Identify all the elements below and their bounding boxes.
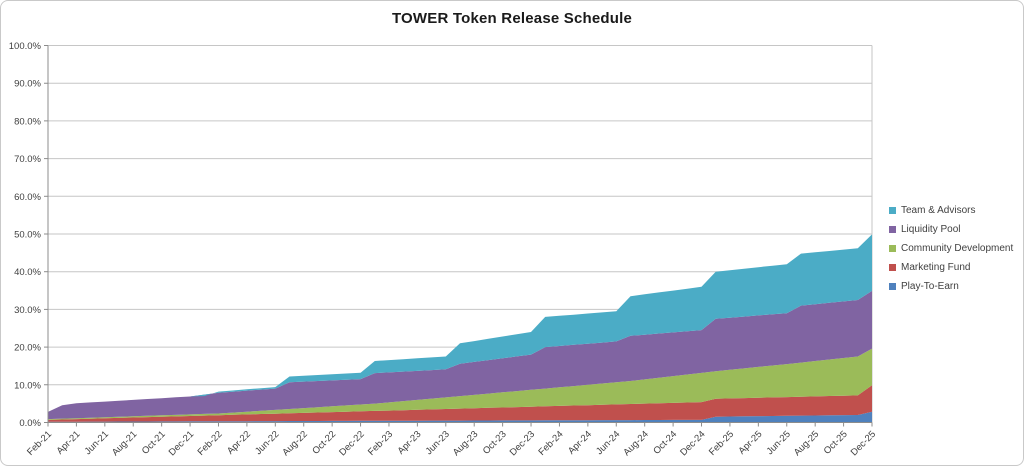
area-band-team-advisors[interactable] (48, 234, 872, 412)
y-tick-label: 20.0% (14, 343, 41, 354)
x-tick-label: Apr-24 (566, 429, 594, 457)
x-tick-label: Oct-22 (310, 429, 338, 457)
legend-label: Community Development (901, 243, 1014, 254)
x-tick-label: Dec-22 (337, 429, 366, 458)
x-tick-label: Jun-21 (83, 429, 111, 457)
x-tick-label: Feb-25 (707, 429, 736, 458)
x-tick-label: Oct-21 (140, 429, 168, 457)
x-tick-label: Jun-25 (765, 429, 793, 457)
y-tick-label: 0.0% (19, 418, 41, 429)
x-tick-label: Dec-21 (167, 429, 196, 458)
x-tick-label: Feb-24 (537, 429, 566, 458)
x-tick-label: Apr-22 (225, 429, 253, 457)
legend-item-liquidity-pool[interactable]: Liquidity Pool (889, 224, 1013, 235)
y-tick-label: 40.0% (14, 267, 41, 278)
x-tick-label: Feb-21 (25, 429, 54, 458)
x-tick-label: Dec-23 (508, 429, 537, 458)
y-tick-label: 100.0% (9, 41, 42, 52)
x-tick-label: Aug-22 (280, 429, 309, 458)
chart-legend: Team & Advisors Liquidity Pool Community… (889, 205, 1013, 292)
x-tick-label: Apr-21 (55, 429, 83, 457)
x-tick-label: Feb-23 (366, 429, 395, 458)
x-tick-label: Oct-23 (481, 429, 509, 457)
legend-swatch-team-advisors (889, 207, 896, 214)
legend-label: Marketing Fund (901, 262, 971, 273)
x-tick-label: Aug-23 (451, 429, 480, 458)
legend-item-community-development[interactable]: Community Development (889, 243, 1013, 254)
legend-item-team-advisors[interactable]: Team & Advisors (889, 205, 1013, 216)
area-band-liquidity-pool[interactable] (48, 290, 872, 420)
x-tick-label: Aug-21 (110, 429, 139, 458)
area-band-marketing-fund[interactable] (48, 385, 872, 422)
y-tick-label: 80.0% (14, 116, 41, 127)
y-tick-label: 60.0% (14, 192, 41, 203)
x-tick-label: Jun-23 (424, 429, 452, 457)
legend-label: Liquidity Pool (901, 224, 961, 235)
x-tick-label: Oct-25 (822, 429, 850, 457)
y-tick-label: 50.0% (14, 230, 41, 241)
legend-swatch-community-development (889, 245, 896, 252)
legend-swatch-marketing-fund (889, 264, 896, 271)
x-tick-label: Jun-22 (253, 429, 281, 457)
x-tick-label: Feb-22 (196, 429, 225, 458)
chart-title: TOWER Token Release Schedule (391, 10, 633, 27)
legend-item-marketing-fund[interactable]: Marketing Fund (889, 262, 1013, 273)
x-tick-label: Jun-24 (594, 429, 622, 457)
x-tick-label: Aug-24 (621, 429, 650, 458)
y-tick-label: 10.0% (14, 380, 41, 391)
area-band-play-to-earn[interactable] (48, 411, 872, 423)
y-tick-label: 30.0% (14, 305, 41, 316)
legend-swatch-liquidity-pool (889, 226, 896, 233)
x-tick-label: Apr-23 (396, 429, 424, 457)
area-band-community-development[interactable] (48, 348, 872, 420)
y-tick-label: 90.0% (14, 79, 41, 90)
y-tick-label: 70.0% (14, 154, 41, 165)
x-tick-label: Dec-25 (849, 429, 878, 458)
x-tick-label: Apr-25 (737, 429, 765, 457)
legend-swatch-play-to-earn (889, 283, 896, 290)
legend-item-play-to-earn[interactable]: Play-To-Earn (889, 281, 1013, 292)
legend-label: Team & Advisors (901, 205, 976, 216)
x-tick-label: Dec-24 (678, 429, 707, 458)
legend-label: Play-To-Earn (901, 281, 959, 292)
x-tick-label: Oct-24 (651, 429, 679, 457)
x-tick-label: Aug-25 (792, 429, 821, 458)
